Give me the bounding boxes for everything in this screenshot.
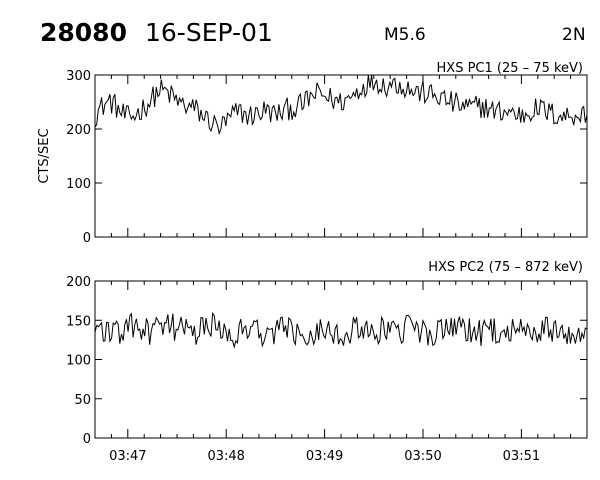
y-tick-label: 100	[66, 177, 91, 192]
x-tick-label: 03:51	[503, 449, 540, 464]
x-tick-label: 03:50	[404, 449, 441, 464]
y-tick-label: 50	[74, 393, 91, 408]
count-rate-line	[94, 74, 588, 136]
y-tick-label: 300	[66, 69, 91, 84]
pc2-panel: HXS PC2 (75 – 872 keV) 0 50 100 150 200 03:47 0…	[66, 260, 588, 464]
y-tick-label: 100	[66, 354, 91, 369]
y-tick-label: 0	[83, 432, 91, 447]
y-tick-label: 150	[66, 314, 91, 329]
event-date: 16-SEP-01	[145, 18, 273, 47]
y-tick-label: 200	[66, 275, 91, 290]
count-rate-line	[94, 311, 588, 349]
panel-title: HXS PC1 (25 – 75 keV)	[437, 61, 583, 76]
panel-title: HXS PC2 (75 – 872 keV)	[428, 260, 583, 275]
flare-location: 2N	[562, 25, 586, 45]
event-id: 28080	[40, 18, 127, 47]
flare-class: M5.6	[384, 25, 426, 45]
x-tick-label: 03:49	[306, 449, 343, 464]
x-tick-label: 03:47	[109, 449, 146, 464]
pc1-panel: HXS PC1 (25 – 75 keV) 0 100 200 300 CTS/SEC	[37, 61, 588, 246]
y-tick-label: 200	[66, 123, 91, 138]
y-tick-label: 0	[83, 231, 91, 246]
y-axis-label: CTS/SEC	[37, 128, 52, 183]
x-tick-label: 03:48	[207, 449, 244, 464]
